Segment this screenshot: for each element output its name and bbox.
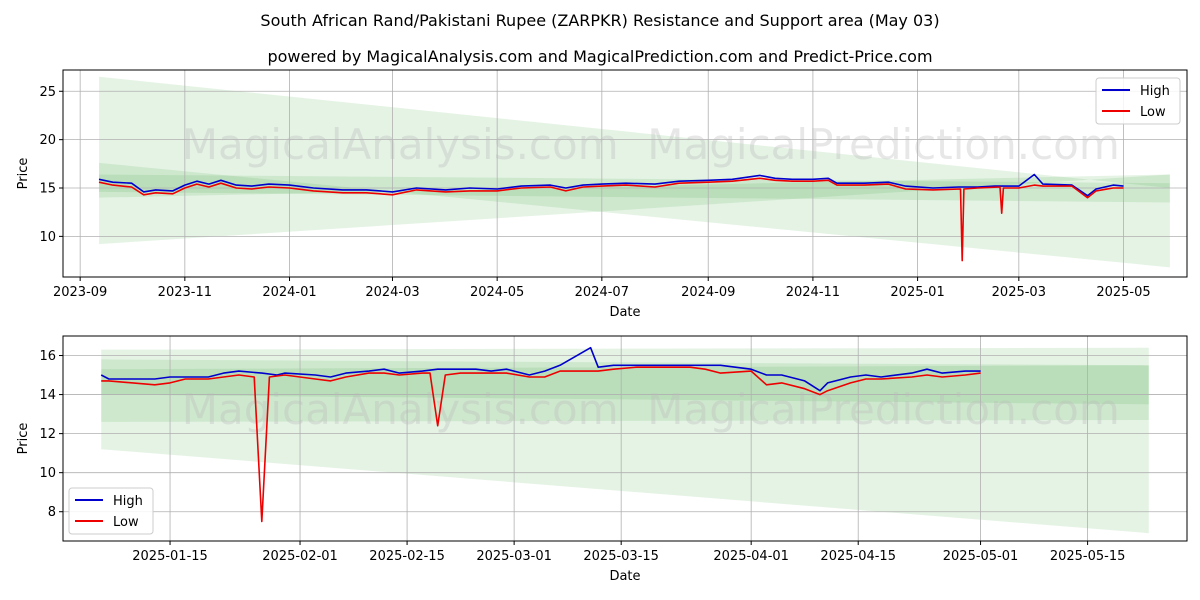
x-tick-label: 2024-01 bbox=[262, 285, 316, 300]
y-tick-label: 12 bbox=[39, 427, 56, 442]
chart-subtitle: powered by MagicalAnalysis.com and Magic… bbox=[267, 47, 932, 66]
legend-label-low: Low bbox=[113, 515, 139, 530]
band-2 bbox=[99, 162, 1170, 268]
legend-label-high: High bbox=[113, 494, 143, 509]
plot-frame bbox=[62, 69, 1188, 278]
y-axis-label: Price bbox=[16, 158, 31, 190]
legend: High Low bbox=[68, 487, 154, 535]
x-axis-label: Date bbox=[609, 569, 640, 584]
series-high-line bbox=[100, 346, 981, 392]
y-tick-label: 10 bbox=[39, 230, 56, 245]
x-tick-label: 2024-03 bbox=[365, 285, 419, 300]
x-tick-label: 2025-01-15 bbox=[132, 549, 208, 564]
plot-frame bbox=[62, 335, 1188, 542]
x-axis-label: Date bbox=[609, 305, 640, 320]
x-tick-label: 2023-11 bbox=[158, 285, 212, 300]
legend-label-low: Low bbox=[1140, 105, 1166, 120]
x-tick-label: 2025-01 bbox=[890, 285, 944, 300]
y-tick-label: 8 bbox=[48, 505, 56, 520]
x-tick-label: 2025-03 bbox=[992, 285, 1046, 300]
band-2 bbox=[101, 359, 1149, 422]
watermark-text: MagicalPrediction.com bbox=[647, 120, 1120, 169]
x-tick-label: 2023-09 bbox=[53, 285, 107, 300]
x-tick-label: 2025-04-01 bbox=[713, 549, 789, 564]
x-tick-label: 2025-03-01 bbox=[476, 549, 552, 564]
watermark-text: MagicalAnalysis.com bbox=[182, 385, 619, 434]
y-tick-label: 20 bbox=[39, 133, 56, 148]
x-tick-label: 2025-02-15 bbox=[369, 549, 445, 564]
series-high-line bbox=[98, 173, 1124, 197]
bottom-chart: MagicalAnalysis.com MagicalPrediction.com… bbox=[16, 335, 1188, 584]
y-tick-label: 15 bbox=[39, 182, 56, 197]
x-tick-label: 2024-07 bbox=[575, 285, 629, 300]
x-tick-label: 2025-05-15 bbox=[1050, 549, 1126, 564]
legend-label-high: High bbox=[1140, 84, 1170, 99]
series-low-line bbox=[101, 366, 981, 523]
y-tick-label: 10 bbox=[39, 466, 56, 481]
watermark-text: MagicalPrediction.com bbox=[647, 385, 1120, 434]
chart-title: South African Rand/Pakistani Rupee (ZARP… bbox=[260, 11, 939, 30]
watermark-text: MagicalAnalysis.com bbox=[182, 120, 619, 169]
legend: High Low bbox=[1095, 77, 1181, 125]
y-tick-label: 14 bbox=[39, 388, 56, 403]
x-tick-label: 2024-05 bbox=[470, 285, 524, 300]
x-tick-label: 2025-05-01 bbox=[943, 549, 1019, 564]
y-tick-label: 25 bbox=[39, 85, 56, 100]
band-1 bbox=[99, 76, 1170, 245]
series-low-line bbox=[98, 177, 1124, 262]
x-tick-label: 2024-09 bbox=[681, 285, 735, 300]
x-tick-label: 2024-11 bbox=[786, 285, 840, 300]
x-tick-label: 2025-03-15 bbox=[583, 549, 659, 564]
band-3 bbox=[99, 174, 1170, 203]
x-tick-label: 2025-02-01 bbox=[262, 549, 338, 564]
y-tick-label: 16 bbox=[39, 349, 56, 364]
band-1 bbox=[101, 347, 1149, 534]
y-axis-label: Price bbox=[16, 423, 31, 455]
x-tick-label: 2025-05 bbox=[1096, 285, 1150, 300]
x-tick-label: 2025-04-15 bbox=[820, 549, 896, 564]
top-chart: MagicalAnalysis.com MagicalPrediction.com… bbox=[16, 69, 1188, 320]
